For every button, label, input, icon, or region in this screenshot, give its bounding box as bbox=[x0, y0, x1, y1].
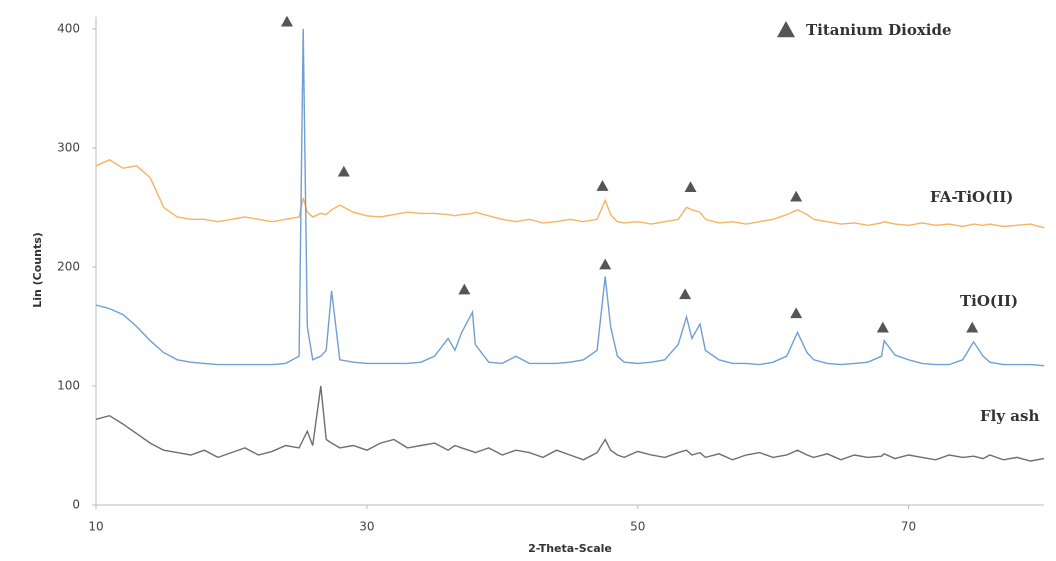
series-label: Fly ash bbox=[980, 407, 1039, 425]
y-tick-label: 300 bbox=[57, 140, 80, 154]
y-tick-label: 0 bbox=[72, 498, 80, 512]
y-tick-label: 200 bbox=[57, 259, 80, 273]
y-tick-label: 400 bbox=[57, 21, 80, 35]
y-tick-label: 100 bbox=[57, 378, 80, 392]
legend-marker bbox=[777, 21, 795, 37]
peak-marker bbox=[685, 181, 697, 192]
peak-marker bbox=[790, 307, 802, 318]
peak-marker bbox=[790, 191, 802, 202]
peak-marker bbox=[877, 322, 889, 333]
x-tick-label: 30 bbox=[359, 520, 374, 534]
peak-marker bbox=[338, 166, 350, 177]
series-label: FA-TiO(II) bbox=[930, 188, 1013, 206]
series-line bbox=[96, 29, 1044, 366]
y-axis-title: Lin (Counts) bbox=[31, 232, 44, 308]
x-axis-title: 2-Theta-Scale bbox=[528, 542, 612, 555]
x-tick-label: 10 bbox=[88, 520, 103, 534]
series-line bbox=[96, 160, 1044, 228]
legend-label: Titanium Dioxide bbox=[806, 21, 952, 39]
peak-marker bbox=[679, 288, 691, 299]
series-line bbox=[96, 386, 1044, 461]
chart: 2-Theta-Scale Lin (Counts) 0 100 200 300 400… bbox=[0, 0, 1056, 561]
peak-marker bbox=[458, 284, 470, 295]
x-tick-label: 50 bbox=[630, 520, 645, 534]
peak-marker bbox=[597, 180, 609, 191]
peak-marker bbox=[599, 259, 611, 270]
peak-marker bbox=[966, 322, 978, 333]
peak-marker bbox=[281, 16, 293, 27]
series-label: TiO(II) bbox=[960, 292, 1018, 310]
x-tick-label: 70 bbox=[901, 520, 916, 534]
